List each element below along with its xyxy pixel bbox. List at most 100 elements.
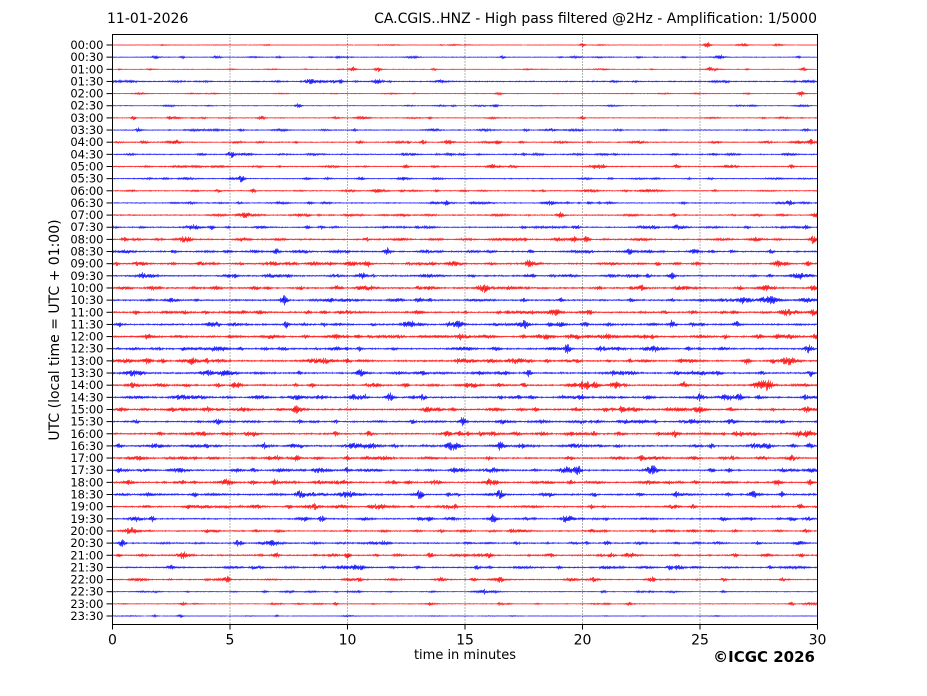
trace-17:00 — [112, 454, 818, 462]
y-tick-label: 14:00 — [70, 378, 103, 392]
y-tick-label: 23:00 — [70, 597, 103, 611]
y-tick-label: 14:30 — [70, 390, 103, 404]
y-tick-label: 08:00 — [70, 232, 103, 246]
y-tick-label: 01:00 — [70, 62, 103, 76]
y-tick-label: 22:30 — [70, 585, 103, 599]
trace-09:00 — [112, 259, 818, 268]
trace-10:00 — [112, 284, 818, 293]
y-tick-label: 21:30 — [70, 560, 103, 574]
y-tick-label: 11:00 — [70, 305, 103, 319]
y-tick-label: 15:00 — [70, 402, 103, 416]
trace-15:00 — [112, 405, 818, 414]
trace-22:00 — [112, 575, 818, 583]
trace-17:30 — [112, 465, 818, 476]
y-tick-label: 20:00 — [70, 524, 103, 538]
y-tick-label: 08:30 — [70, 245, 103, 259]
y-tick-label: 19:30 — [70, 512, 103, 526]
trace-12:00 — [112, 333, 818, 341]
trace-03:00 — [112, 115, 818, 121]
trace-10:30 — [112, 295, 818, 306]
y-tick-label: 06:00 — [70, 184, 103, 198]
y-tick-label: 13:00 — [70, 354, 103, 368]
trace-15:30 — [112, 417, 818, 427]
y-tick-label: 10:30 — [70, 293, 103, 307]
y-tick-label: 12:30 — [70, 342, 103, 356]
y-tick-label: 16:00 — [70, 427, 103, 441]
trace-07:30 — [112, 224, 818, 230]
y-tick-label: 07:00 — [70, 208, 103, 222]
trace-14:00 — [112, 379, 818, 391]
y-tick-label: 17:30 — [70, 463, 103, 477]
trace-07:00 — [112, 211, 818, 219]
trace-01:00 — [112, 66, 818, 73]
y-tick-label: 02:00 — [70, 87, 103, 101]
trace-06:30 — [112, 200, 818, 206]
y-tick-label: 17:00 — [70, 451, 103, 465]
y-tick-label: 07:30 — [70, 220, 103, 234]
trace-04:00 — [112, 138, 818, 145]
x-tick-label: 0 — [108, 633, 117, 649]
trace-16:00 — [112, 430, 818, 438]
trace-21:00 — [112, 551, 818, 560]
date-label: 11-01-2026 — [107, 11, 189, 27]
trace-08:30 — [112, 247, 818, 256]
y-tick-label: 00:30 — [70, 50, 103, 64]
plot-title: CA.CGIS..HNZ - High pass filtered @2Hz -… — [374, 11, 817, 27]
trace-11:00 — [112, 308, 818, 317]
y-tick-label: 19:00 — [70, 500, 103, 514]
y-tick-label: 23:30 — [70, 609, 103, 623]
y-tick-label: 15:30 — [70, 415, 103, 429]
trace-06:00 — [112, 188, 818, 194]
trace-08:00 — [112, 235, 818, 245]
trace-05:30 — [112, 175, 818, 183]
y-tick-label: 20:30 — [70, 536, 103, 550]
y-tick-label: 22:00 — [70, 573, 103, 587]
x-axis-label: time in minutes — [413, 648, 517, 663]
trace-02:00 — [112, 91, 818, 97]
trace-00:00 — [112, 42, 818, 48]
trace-01:30 — [112, 78, 818, 85]
y-tick-label: 06:30 — [70, 196, 103, 210]
trace-20:00 — [112, 527, 818, 535]
x-tick-label: 30 — [809, 633, 827, 649]
y-tick-label: 21:00 — [70, 548, 103, 562]
trace-18:00 — [112, 478, 818, 486]
trace-19:00 — [112, 502, 818, 511]
trace-14:30 — [112, 392, 818, 402]
y-tick-label: 18:30 — [70, 488, 103, 502]
trace-23:30 — [112, 613, 818, 619]
trace-04:30 — [112, 151, 818, 159]
y-tick-label: 04:00 — [70, 135, 103, 149]
trace-00:30 — [112, 54, 818, 60]
y-tick-label: 12:00 — [70, 330, 103, 344]
y-tick-label: 09:30 — [70, 269, 103, 283]
y-tick-label: 10:00 — [70, 281, 103, 295]
x-tick-label: 10 — [339, 633, 357, 649]
y-tick-label: 18:00 — [70, 475, 103, 489]
trace-22:30 — [112, 588, 818, 595]
trace-21:30 — [112, 564, 818, 571]
trace-13:00 — [112, 357, 818, 366]
trace-20:30 — [112, 539, 818, 547]
trace-13:30 — [112, 369, 818, 378]
y-tick-label: 11:30 — [70, 317, 103, 331]
trace-05:00 — [112, 163, 818, 170]
trace-18:30 — [112, 489, 818, 499]
x-tick-label: 15 — [456, 633, 474, 649]
y-tick-label: 13:30 — [70, 366, 103, 380]
y-tick-label: 09:00 — [70, 257, 103, 271]
y-tick-label: 00:00 — [70, 38, 103, 52]
trace-16:30 — [112, 441, 818, 451]
copyright-label: ©ICGC 2026 — [713, 648, 815, 666]
trace-02:30 — [112, 103, 818, 108]
trace-11:30 — [112, 319, 818, 329]
x-tick-label: 25 — [691, 633, 709, 649]
trace-23:00 — [112, 601, 818, 607]
y-tick-label: 02:30 — [70, 99, 103, 113]
y-tick-label: 05:30 — [70, 172, 103, 186]
x-tick-label: 20 — [574, 633, 592, 649]
y-tick-label: 16:30 — [70, 439, 103, 453]
trace-12:30 — [112, 344, 818, 354]
